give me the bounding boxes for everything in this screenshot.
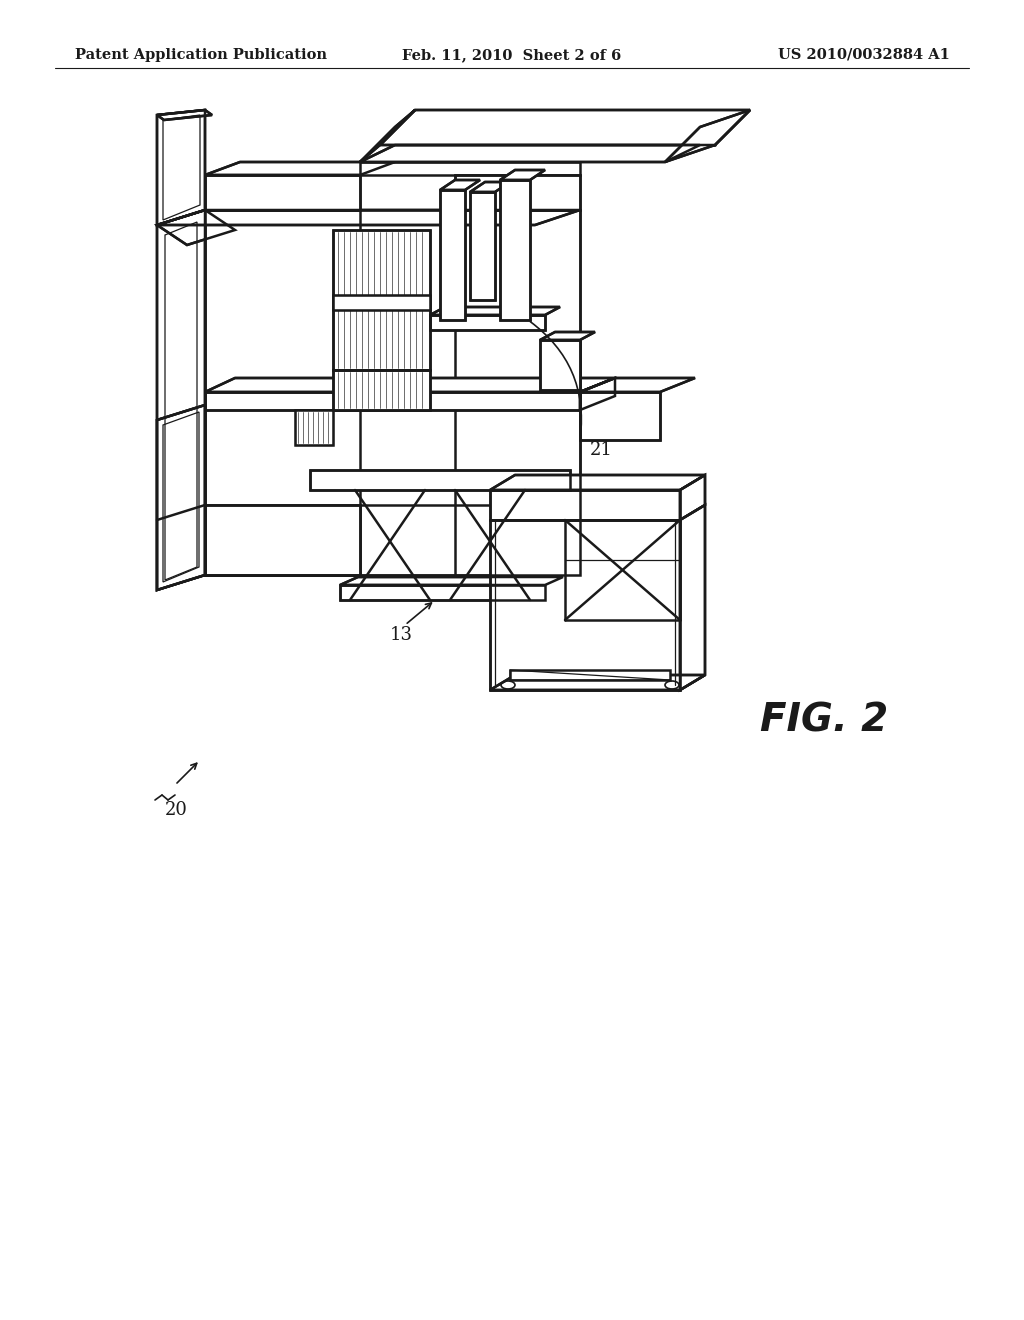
Polygon shape <box>333 370 430 411</box>
Polygon shape <box>490 490 680 520</box>
Polygon shape <box>490 520 680 690</box>
Polygon shape <box>665 110 750 162</box>
Polygon shape <box>205 162 395 176</box>
Polygon shape <box>157 110 212 120</box>
Polygon shape <box>430 308 560 315</box>
Polygon shape <box>157 405 205 590</box>
Polygon shape <box>455 176 580 210</box>
Polygon shape <box>157 110 205 224</box>
Polygon shape <box>333 294 430 310</box>
Polygon shape <box>360 162 580 176</box>
Polygon shape <box>470 182 510 191</box>
Polygon shape <box>205 392 580 411</box>
Text: 20: 20 <box>165 801 187 818</box>
Polygon shape <box>580 378 615 411</box>
Polygon shape <box>540 341 580 389</box>
Polygon shape <box>580 392 660 440</box>
Text: 13: 13 <box>390 626 413 644</box>
Polygon shape <box>580 378 695 392</box>
Polygon shape <box>440 190 465 319</box>
Polygon shape <box>205 176 360 210</box>
Polygon shape <box>205 210 580 576</box>
Polygon shape <box>310 470 570 490</box>
Polygon shape <box>680 475 705 520</box>
Polygon shape <box>340 585 545 601</box>
Text: Patent Application Publication: Patent Application Publication <box>75 48 327 62</box>
Polygon shape <box>360 110 415 162</box>
Polygon shape <box>510 671 670 680</box>
Polygon shape <box>380 110 750 145</box>
Text: US 2010/0032884 A1: US 2010/0032884 A1 <box>778 48 950 62</box>
Polygon shape <box>490 675 705 690</box>
Polygon shape <box>205 378 615 392</box>
Polygon shape <box>540 333 595 341</box>
Polygon shape <box>157 210 234 246</box>
Text: FIG. 2: FIG. 2 <box>760 701 888 739</box>
Polygon shape <box>500 170 545 180</box>
Polygon shape <box>680 506 705 690</box>
Polygon shape <box>490 475 705 490</box>
Polygon shape <box>470 191 495 300</box>
Polygon shape <box>205 506 360 576</box>
Polygon shape <box>157 210 580 224</box>
Polygon shape <box>360 145 700 162</box>
Polygon shape <box>340 577 563 585</box>
Polygon shape <box>333 230 430 370</box>
Text: Feb. 11, 2010  Sheet 2 of 6: Feb. 11, 2010 Sheet 2 of 6 <box>402 48 622 62</box>
Text: 21: 21 <box>590 441 613 459</box>
Polygon shape <box>295 411 333 445</box>
Polygon shape <box>157 210 205 590</box>
Polygon shape <box>500 180 530 319</box>
Polygon shape <box>430 315 545 330</box>
Polygon shape <box>440 180 480 190</box>
